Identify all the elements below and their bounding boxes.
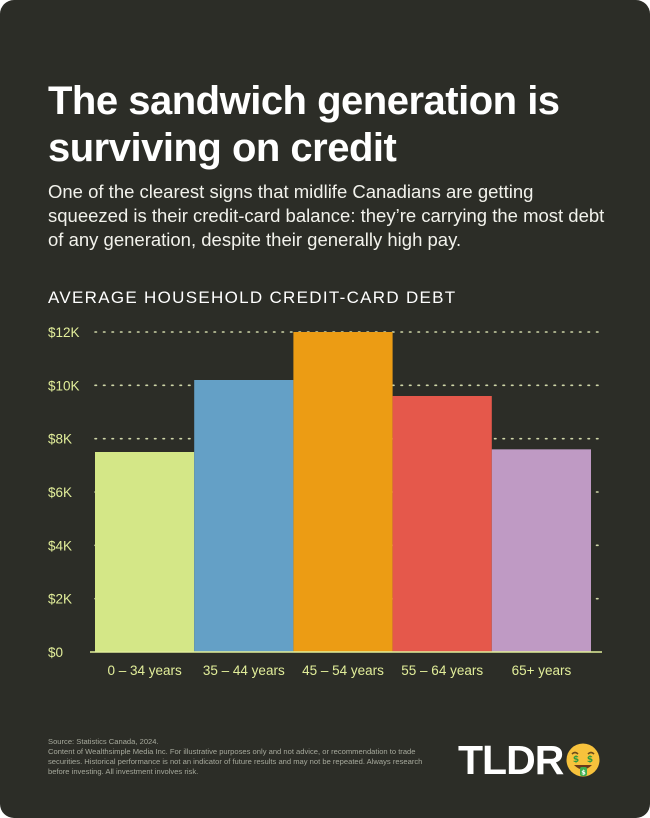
footer: Source: Statistics Canada, 2024. Content… bbox=[48, 737, 428, 777]
bar-1 bbox=[95, 452, 195, 652]
brand-logo: TLDR $ $ $ bbox=[458, 738, 601, 782]
page-title: The sandwich generation is surviving on … bbox=[48, 79, 560, 170]
bar-4 bbox=[392, 396, 492, 652]
logo-text: TLDR bbox=[458, 737, 564, 783]
y-tick-label: $2K bbox=[48, 592, 72, 607]
x-tick-label: 65+ years bbox=[512, 663, 572, 678]
y-tick-label: $4K bbox=[48, 538, 72, 553]
svg-text:$: $ bbox=[587, 755, 593, 765]
page-subtitle: One of the clearest signs that midlife C… bbox=[48, 181, 605, 250]
svg-text:$: $ bbox=[582, 769, 587, 777]
bar-5 bbox=[491, 449, 591, 652]
x-tick-label: 55 – 64 years bbox=[401, 663, 483, 678]
disclaimer: Content of Wealthsimple Media Inc. For i… bbox=[48, 747, 423, 776]
bar-3 bbox=[293, 332, 393, 652]
bar-2 bbox=[194, 380, 294, 652]
y-tick-label: $8K bbox=[48, 432, 72, 447]
x-tick-label: 0 – 34 years bbox=[107, 663, 182, 678]
y-tick-label: $10K bbox=[48, 378, 80, 393]
chart-title: AVERAGE HOUSEHOLD CREDIT-CARD DEBT bbox=[48, 288, 457, 307]
x-tick-label: 35 – 44 years bbox=[203, 663, 285, 678]
y-tick-label: $0 bbox=[48, 645, 63, 660]
x-tick-label: 45 – 54 years bbox=[302, 663, 384, 678]
source-note: Source: Statistics Canada, 2024. bbox=[48, 737, 159, 746]
money-mouth-face-icon: $ $ $ bbox=[566, 743, 600, 777]
y-tick-label: $12K bbox=[48, 325, 80, 340]
svg-text:$: $ bbox=[573, 755, 579, 765]
y-tick-label: $6K bbox=[48, 485, 72, 500]
